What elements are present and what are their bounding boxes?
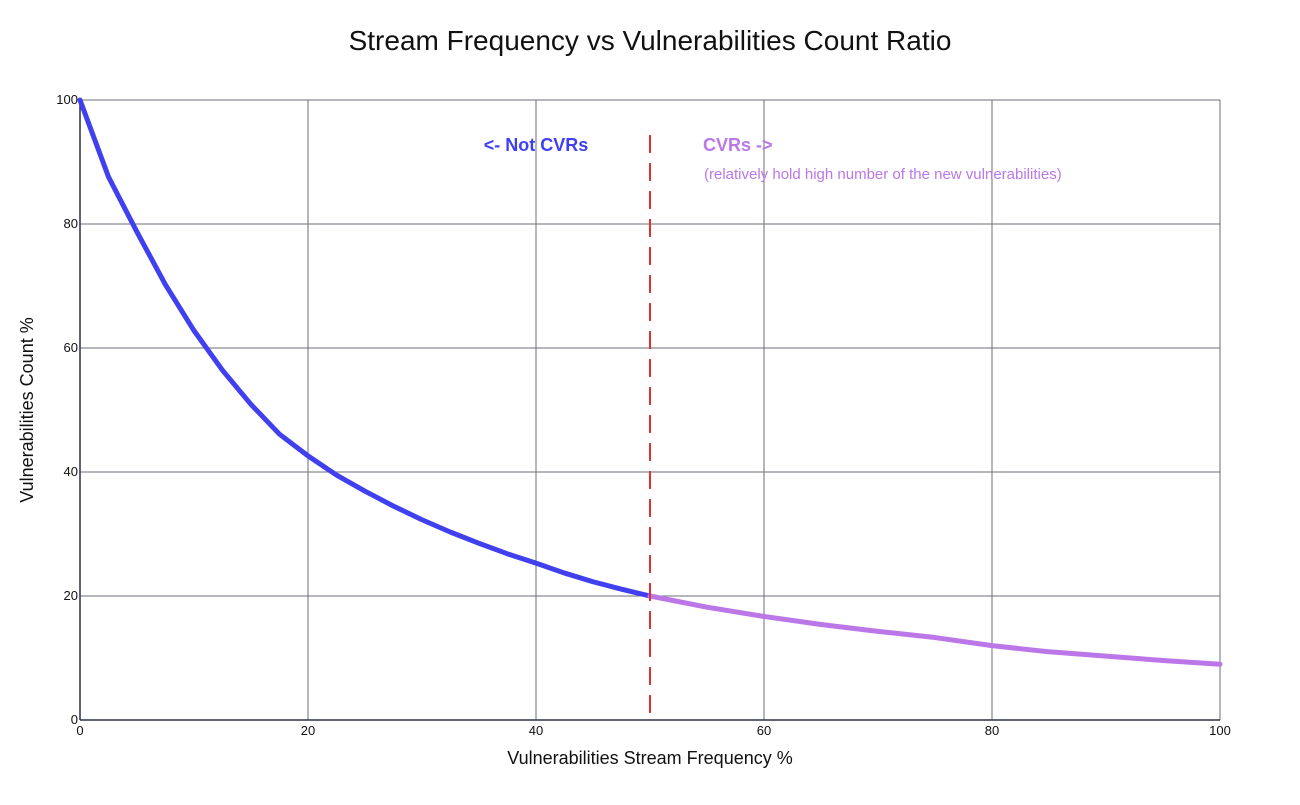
y-tick-label: 20 <box>64 588 78 603</box>
x-axis-label: Vulnerabilities Stream Frequency % <box>507 748 792 768</box>
y-tick-label: 80 <box>64 216 78 231</box>
cvrs-sublabel: (relatively hold high number of the new … <box>704 166 1062 183</box>
y-tick-label: 60 <box>64 340 78 355</box>
not-cvrs-label: <- Not CVRs <box>484 135 589 155</box>
y-tick-label: 40 <box>64 464 78 479</box>
cvrs-series-line <box>647 593 1223 667</box>
y-axis-label: Vulnerabilities Count % <box>17 317 37 502</box>
cvrs-label: CVRs -> <box>703 135 773 155</box>
axis-layer: 0 20 40 60 80 100 0 20 40 60 80 100 <box>56 92 1231 738</box>
x-tick-label: 80 <box>985 723 999 738</box>
x-tick-label: 20 <box>301 723 315 738</box>
not-cvrs-series-line <box>77 97 653 599</box>
y-tick-label: 0 <box>71 712 78 727</box>
series-layer <box>77 97 1223 667</box>
y-tick-label: 100 <box>56 92 78 107</box>
x-tick-label: 100 <box>1209 723 1231 738</box>
chart-title: Stream Frequency vs Vulnerabilities Coun… <box>349 25 952 56</box>
x-tick-label: 60 <box>757 723 771 738</box>
x-tick-label: 0 <box>76 723 83 738</box>
annotation-layer: <- Not CVRs CVRs -> (relatively hold hig… <box>484 135 1062 720</box>
x-tick-label: 40 <box>529 723 543 738</box>
